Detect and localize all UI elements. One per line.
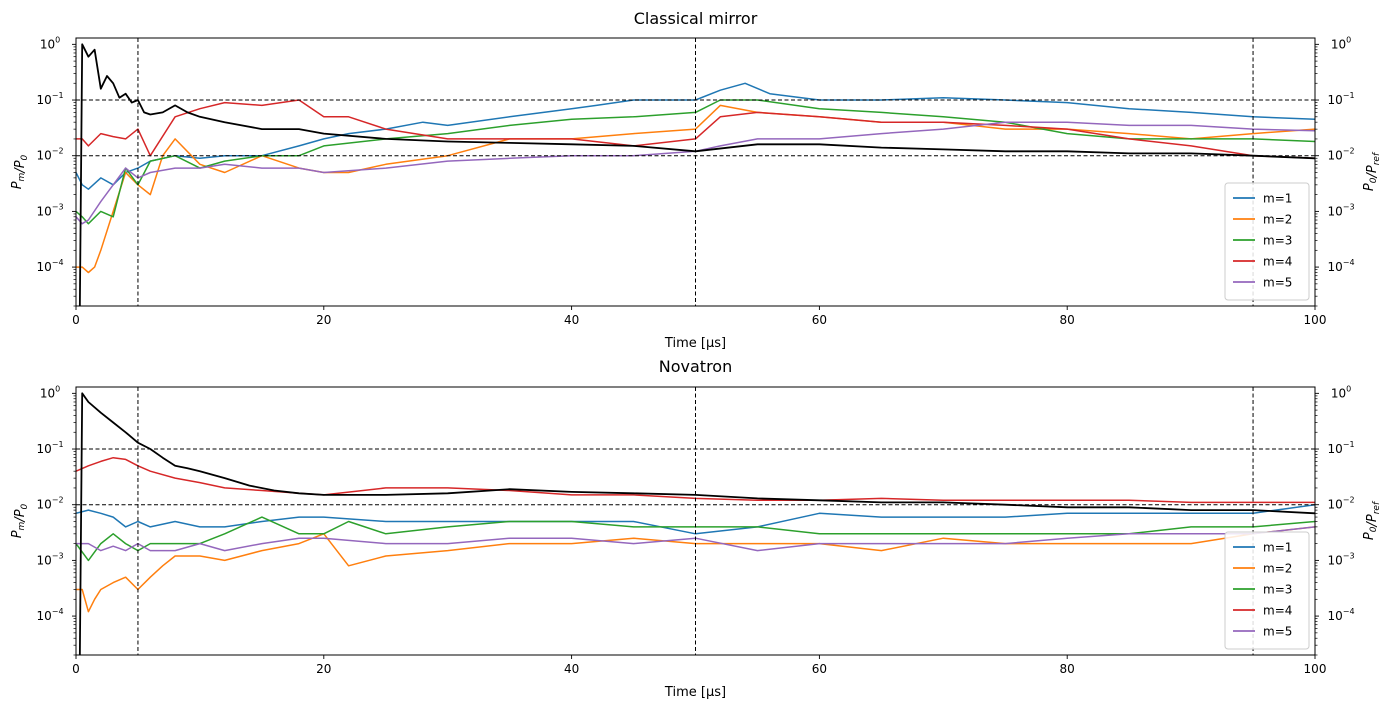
legend-label: m=2 xyxy=(1263,562,1292,576)
x-tick-label: 80 xyxy=(1060,662,1075,676)
axes-frame xyxy=(75,386,1316,656)
x-tick-label: 100 xyxy=(1304,313,1327,327)
legend-box xyxy=(1224,531,1310,650)
y-tick-label: 10−4 xyxy=(36,258,63,274)
legend-label: m=4 xyxy=(1263,604,1292,618)
y2-tick-label: 10−2 xyxy=(1327,147,1354,163)
panel-novatron: Novatron 10−4 10−4 10−3 10−3 10−2 10−2 10−1 10−1… xyxy=(10,357,1382,700)
x-tick-label: 60 xyxy=(812,313,827,327)
legend-label: m=3 xyxy=(1263,234,1292,248)
y2-tick-label: 10−2 xyxy=(1327,496,1354,512)
series-line-m4 xyxy=(76,456,1315,504)
series-line-m2 xyxy=(76,526,1315,613)
legend: m=1 m=2 m=3 m=4 m=5 xyxy=(1224,531,1310,650)
series-line-m5 xyxy=(76,526,1315,552)
y-tick-label: 10−3 xyxy=(36,202,63,218)
legend-label: m=3 xyxy=(1263,583,1292,597)
legend-box xyxy=(1224,182,1310,301)
series-group xyxy=(76,392,1315,655)
y-axis-label: Pm/P0 xyxy=(10,154,30,189)
legend-label: m=1 xyxy=(1263,192,1292,206)
y2-axis-label: P0/Pref xyxy=(1362,500,1382,540)
y-tick-label: 10−2 xyxy=(36,496,63,512)
y-tick-label: 10−1 xyxy=(36,91,63,107)
reference-line-p0-pref xyxy=(78,392,1315,655)
x-tick-label: 60 xyxy=(812,662,827,676)
y2-tick-label: 100 xyxy=(1331,35,1351,51)
series-line-m1 xyxy=(76,82,1315,190)
x-tick-label: 80 xyxy=(1060,313,1075,327)
y-tick-label: 100 xyxy=(40,35,60,51)
y-tick-label: 100 xyxy=(40,384,60,400)
x-axis-label: Time [μs] xyxy=(664,336,726,351)
legend-label: m=4 xyxy=(1263,255,1292,269)
y-axis-label: Pm/P0 xyxy=(10,503,30,538)
y-tick-label: 10−2 xyxy=(36,147,63,163)
x-tick-label: 20 xyxy=(316,662,331,676)
y2-axis-label: P0/Pref xyxy=(1362,151,1382,191)
axes-frame xyxy=(75,37,1316,307)
legend-label: m=1 xyxy=(1263,541,1292,555)
legend-label: m=5 xyxy=(1263,276,1292,290)
x-tick-label: 0 xyxy=(72,313,80,327)
y2-tick-label: 10−3 xyxy=(1327,551,1354,567)
chart-title: Novatron xyxy=(659,357,732,376)
y-tick-label: 10−3 xyxy=(36,551,63,567)
legend: m=1 m=2 m=3 m=4 m=5 xyxy=(1224,182,1310,301)
x-tick-label: 20 xyxy=(316,313,331,327)
legend-label: m=2 xyxy=(1263,213,1292,227)
y2-tick-label: 10−1 xyxy=(1327,91,1354,107)
y2-tick-label: 100 xyxy=(1331,384,1351,400)
y2-tick-label: 10−4 xyxy=(1327,607,1354,623)
x-axis-label: Time [μs] xyxy=(664,685,726,700)
series-line-m3 xyxy=(76,516,1315,562)
series-line-m4 xyxy=(76,99,1315,160)
x-tick-label: 0 xyxy=(72,662,80,676)
y2-tick-label: 10−1 xyxy=(1327,440,1354,456)
series-group xyxy=(76,43,1315,306)
reference-line-p0-pref xyxy=(78,43,1315,306)
y2-tick-label: 10−3 xyxy=(1327,202,1354,218)
x-tick-label: 40 xyxy=(564,662,579,676)
x-tick-label: 40 xyxy=(564,313,579,327)
x-tick-label: 100 xyxy=(1304,662,1327,676)
panel-classical-mirror: Classical mirror 10−4 10−4 10−3 10−3 10−2 10−2… xyxy=(10,9,1382,351)
y-tick-label: 10−1 xyxy=(36,440,63,456)
y2-tick-label: 10−4 xyxy=(1327,258,1354,274)
y-tick-label: 10−4 xyxy=(36,607,63,623)
series-line-m5 xyxy=(76,121,1315,225)
series-line-m1 xyxy=(76,503,1315,535)
chart-title: Classical mirror xyxy=(634,9,758,28)
legend-label: m=5 xyxy=(1263,625,1292,639)
